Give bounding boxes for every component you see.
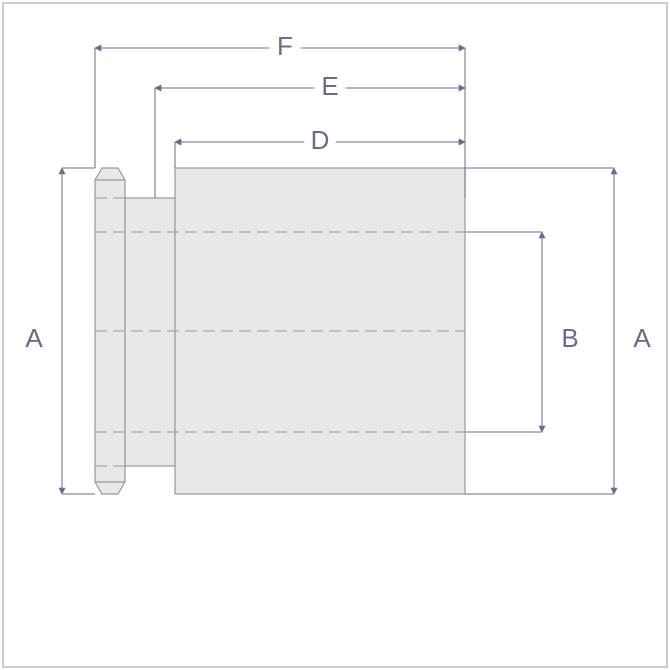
technical-diagram: FED A A B	[0, 0, 670, 670]
label-e: E	[321, 71, 338, 101]
label-f: F	[277, 31, 293, 61]
neck	[125, 198, 175, 466]
label-d: D	[311, 125, 330, 155]
label-b: B	[561, 323, 578, 353]
label-a-left: A	[25, 323, 43, 353]
label-a-right: A	[633, 323, 651, 353]
